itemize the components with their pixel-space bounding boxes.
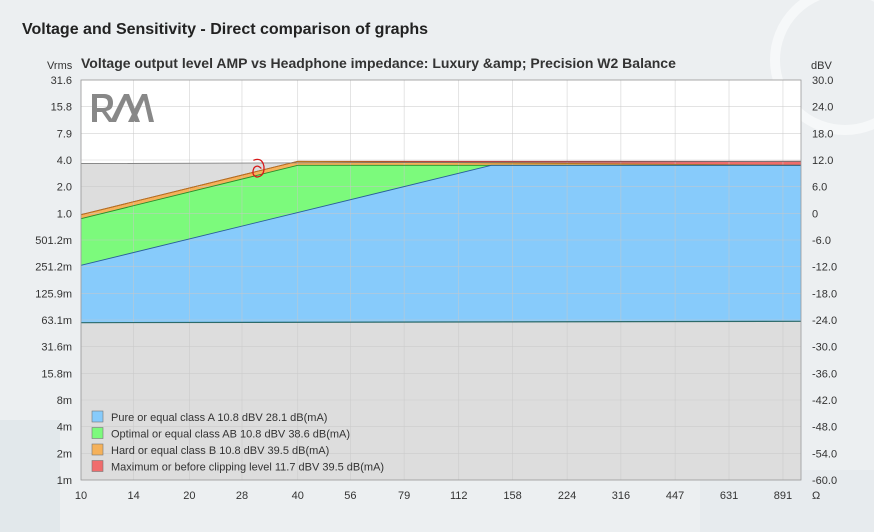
y-left-tick-label: 8m [57,395,72,407]
y-left-tick-label: 2m [57,448,72,460]
y-right-tick-label: -6.0 [812,235,831,247]
x-tick-label: 56 [344,490,356,502]
y-right-tick-label: -30.0 [812,342,837,354]
x-tick-label: 20 [183,490,195,502]
y-right-tick-label: 6.0 [812,182,827,194]
y-right-tick-label: -48.0 [812,422,837,434]
y-left-tick-label: 4.0 [57,155,72,167]
y-right-tick-label: -24.0 [812,315,837,327]
legend-item-3[interactable]: Maximum or before clipping level 11.7 dB… [91,460,384,474]
legend-label: Hard or equal class B 10.8 dBV 39.5 dB(m… [111,445,329,457]
legend-swatch [91,410,104,423]
y-right-tick-label: 12.0 [812,155,833,167]
reference-line [80,160,802,164]
x-tick-label: 316 [612,490,630,502]
series-line-3 [80,164,801,266]
x-tick-label: 112 [450,490,468,502]
y-right-tick-label: -18.0 [812,288,837,300]
raa-logo [92,94,154,122]
x-tick-label: 40 [292,490,304,502]
series-line-1 [80,160,802,216]
plot-border [80,79,802,481]
y-left-tick-label: 251.2m [35,262,72,274]
legend[interactable]: Pure or equal class A 10.8 dBV 28.1 dB(m… [91,410,384,474]
legend-swatch [91,427,104,439]
y-left-tick-label: 15.8 [51,102,72,114]
legend-item-2[interactable]: Hard or equal class B 10.8 dBV 39.5 dB(m… [91,443,329,457]
axes: 31.6 15.8 7.9 4.0 2.0 1.0 501.2m 251.2m 125.9m 63… [35,75,837,502]
chart-title: Voltage output level AMP vs Headphone im… [81,55,676,71]
x-tick-label: 224 [558,490,576,502]
x-tick-label: 447 [666,490,684,502]
legend-label: Pure or equal class A 10.8 dBV 28.1 dB(m… [111,412,327,424]
y-right-tick-label: -12.0 [812,262,837,274]
y-left-tick-label: 31.6m [41,342,72,354]
baseline-line [80,320,802,324]
y-right-tick-label: 18.0 [812,128,833,140]
y-left-tick-label: 125.9m [35,288,72,300]
y-left-tick-label: 501.2m [35,235,72,247]
y-left-tick-label: 31.6 [51,75,72,87]
y-left-tick-label: 63.1m [41,315,72,327]
y-left-tick-label: 2.0 [57,182,72,194]
y-right-tick-label: -60.0 [812,475,837,487]
x-unit: Ω [812,490,820,502]
y-right-tick-label: 0 [812,208,818,220]
page-title: Voltage and Sensitivity - Direct compari… [22,21,429,38]
y-left-unit: Vrms [47,60,73,72]
x-tick-label: 28 [236,490,248,502]
x-tick-label: 158 [503,490,521,502]
y-right-unit: dBV [811,60,832,72]
legend-swatch [91,460,104,472]
series-lines [80,160,802,324]
y-right-tick-label: 24.0 [812,102,833,114]
annotation-mark [252,158,265,178]
legend-label: Maximum or before clipping level 11.7 dB… [111,462,384,474]
x-tick-label: 891 [774,490,792,502]
x-tick-label: 10 [75,490,87,502]
legend-label: Optimal or equal class AB 10.8 dBV 38.6 … [111,429,350,441]
hand-drawn-annotation [252,158,265,178]
x-tick-label: 631 [720,490,738,502]
logo-letter-a2 [128,94,154,122]
legend-item-1[interactable]: Optimal or equal class AB 10.8 dBV 38.6 … [91,427,350,441]
y-left-tick-label: 7.9 [57,128,72,140]
y-right-tick-label: 30.0 [812,75,833,87]
legend-item-0[interactable]: Pure or equal class A 10.8 dBV 28.1 dB(m… [91,410,327,424]
legend-swatch [91,443,104,456]
y-right-tick-label: -36.0 [812,368,837,380]
y-left-tick-label: 15.8m [41,368,72,380]
x-tick-label: 14 [127,490,139,502]
y-left-tick-label: 1.0 [57,208,72,220]
y-left-tick-label: 4m [57,422,72,434]
x-tick-label: 79 [398,490,410,502]
y-left-tick-label: 1m [57,475,72,487]
y-right-tick-label: -42.0 [812,395,837,407]
y-right-tick-label: -54.0 [812,448,837,460]
logo-letter-r [92,94,114,122]
